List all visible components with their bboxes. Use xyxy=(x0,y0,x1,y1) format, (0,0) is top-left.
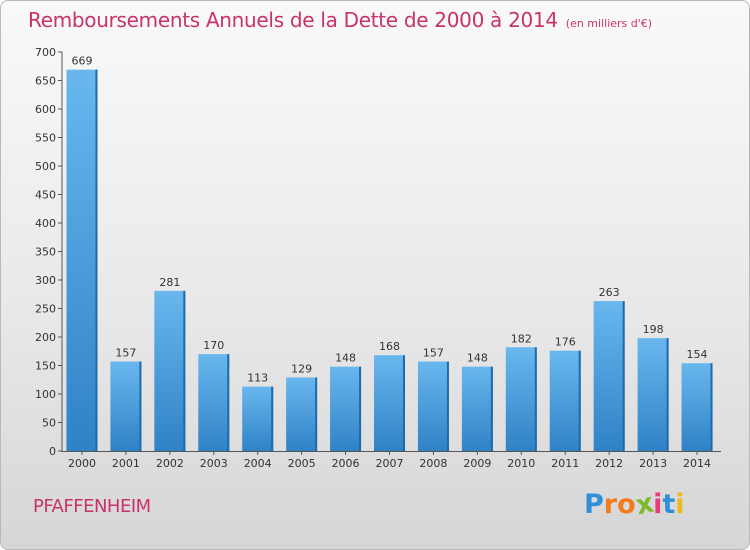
y-tick-label: 0 xyxy=(49,445,56,458)
y-tick-label: 350 xyxy=(35,246,56,259)
bar-edge xyxy=(446,361,449,451)
bar xyxy=(549,350,581,451)
x-tick-label: 2013 xyxy=(639,457,667,470)
data-label: 113 xyxy=(247,372,268,385)
bar xyxy=(198,354,230,451)
bar xyxy=(286,377,318,451)
bar-edge xyxy=(534,347,537,451)
bar-edge xyxy=(578,350,581,451)
bar-edge xyxy=(359,366,362,451)
x-tick-label: 2006 xyxy=(332,457,360,470)
y-tick-label: 650 xyxy=(35,75,56,88)
bar-edge xyxy=(403,355,405,451)
chart-title: Remboursements Annuels de la Dette de 20… xyxy=(28,8,652,32)
bar xyxy=(417,361,449,451)
data-label: 198 xyxy=(643,323,664,336)
bar xyxy=(461,366,493,451)
bar xyxy=(330,366,362,451)
chart-title-text: Remboursements Annuels de la Dette de 20… xyxy=(28,8,558,32)
logo-letter: o xyxy=(617,489,636,520)
y-tick-label: 450 xyxy=(35,189,56,202)
bar-edge xyxy=(227,354,230,451)
y-tick-label: 400 xyxy=(35,217,56,230)
data-label: 170 xyxy=(203,339,224,352)
y-tick-label: 100 xyxy=(35,388,56,401)
x-tick-label: 2007 xyxy=(376,457,404,470)
bar-edge xyxy=(666,338,669,451)
data-label: 669 xyxy=(71,55,92,68)
y-tick-label: 150 xyxy=(35,360,56,373)
x-tick-label: 2009 xyxy=(463,457,491,470)
x-tick-label: 2000 xyxy=(68,457,96,470)
x-tick-label: 2005 xyxy=(288,457,316,470)
logo-letter: P xyxy=(584,489,604,520)
bar xyxy=(505,347,537,451)
y-tick-label: 200 xyxy=(35,331,56,344)
logo-letter: t xyxy=(662,489,676,520)
y-tick-label: 700 xyxy=(35,46,56,59)
data-label: 263 xyxy=(599,286,620,299)
y-tick-label: 500 xyxy=(35,160,56,173)
x-tick-label: 2002 xyxy=(156,457,184,470)
bar-edge xyxy=(95,69,98,452)
x-tick-label: 2014 xyxy=(683,457,711,470)
commune-name: PFAFFENHEIM xyxy=(33,496,151,517)
bar-edge xyxy=(139,361,142,451)
bar-edge xyxy=(271,386,274,451)
y-tick-label: 300 xyxy=(35,274,56,287)
bar-edge xyxy=(315,377,318,451)
bar-edge xyxy=(490,366,493,451)
chart-subtitle: (en milliers d'€) xyxy=(565,17,653,30)
data-label: 157 xyxy=(115,347,136,360)
y-tick-label: 600 xyxy=(35,103,56,116)
data-label: 129 xyxy=(291,362,312,375)
bar xyxy=(242,386,274,451)
data-label: 157 xyxy=(423,347,444,360)
x-tick-label: 2001 xyxy=(112,457,140,470)
bar xyxy=(110,361,142,451)
data-label: 154 xyxy=(687,348,708,361)
bar xyxy=(154,290,186,451)
bar-edge xyxy=(183,290,186,451)
bar xyxy=(593,301,625,451)
bar xyxy=(637,338,669,451)
logo-letter: i xyxy=(675,489,685,520)
x-tick-label: 2008 xyxy=(419,457,447,470)
y-tick-label: 250 xyxy=(35,303,56,316)
y-tick-label: 50 xyxy=(42,417,56,430)
bar xyxy=(374,355,405,451)
bar-edge xyxy=(622,301,625,451)
bar-edge xyxy=(710,363,713,451)
data-label: 148 xyxy=(335,352,356,365)
data-label: 281 xyxy=(159,276,180,289)
bar xyxy=(66,69,98,452)
data-label: 176 xyxy=(555,336,576,349)
data-label: 168 xyxy=(379,340,400,353)
x-tick-label: 2012 xyxy=(595,457,623,470)
x-tick-label: 2003 xyxy=(200,457,228,470)
y-tick-label: 550 xyxy=(35,132,56,145)
proxiti-logo[interactable]: Proxiti xyxy=(584,488,685,522)
bar xyxy=(681,363,713,451)
data-label: 182 xyxy=(511,332,532,345)
logo-letter: r xyxy=(603,489,618,520)
x-tick-label: 2010 xyxy=(507,457,535,470)
x-tick-label: 2004 xyxy=(244,457,272,470)
data-label: 148 xyxy=(467,352,488,365)
x-tick-label: 2011 xyxy=(551,457,579,470)
logo-letter: i xyxy=(653,489,663,520)
